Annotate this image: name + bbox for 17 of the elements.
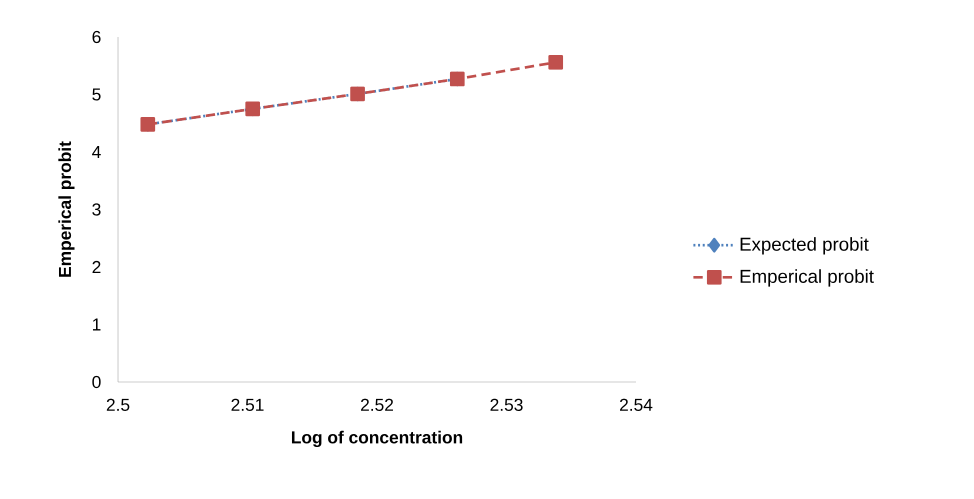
x-axis-title: Log of concentration	[292, 430, 462, 448]
legend-label: Expected probit	[740, 237, 869, 255]
y-axis-title: Emperical probit	[58, 141, 75, 277]
legend-label: Emperical probit	[740, 269, 874, 287]
point	[548, 54, 564, 70]
x-tick-label: 2.5	[106, 398, 130, 411]
x-tick-label: 2.52	[361, 398, 393, 411]
x-tick-label: 2.54	[620, 398, 652, 411]
y-tick-label: 2	[92, 260, 100, 274]
y-tick-label: 6	[92, 30, 101, 44]
y-tick-label: 4	[92, 146, 101, 158]
y-tick-label: 3	[92, 203, 101, 216]
y-tick-label: 5	[92, 88, 101, 101]
y-tick-label: 1	[92, 318, 100, 330]
x-tick-label: 2.53	[490, 398, 523, 411]
y-tick-label: 0	[92, 376, 101, 388]
x-tick-label: 2.51	[232, 398, 264, 411]
